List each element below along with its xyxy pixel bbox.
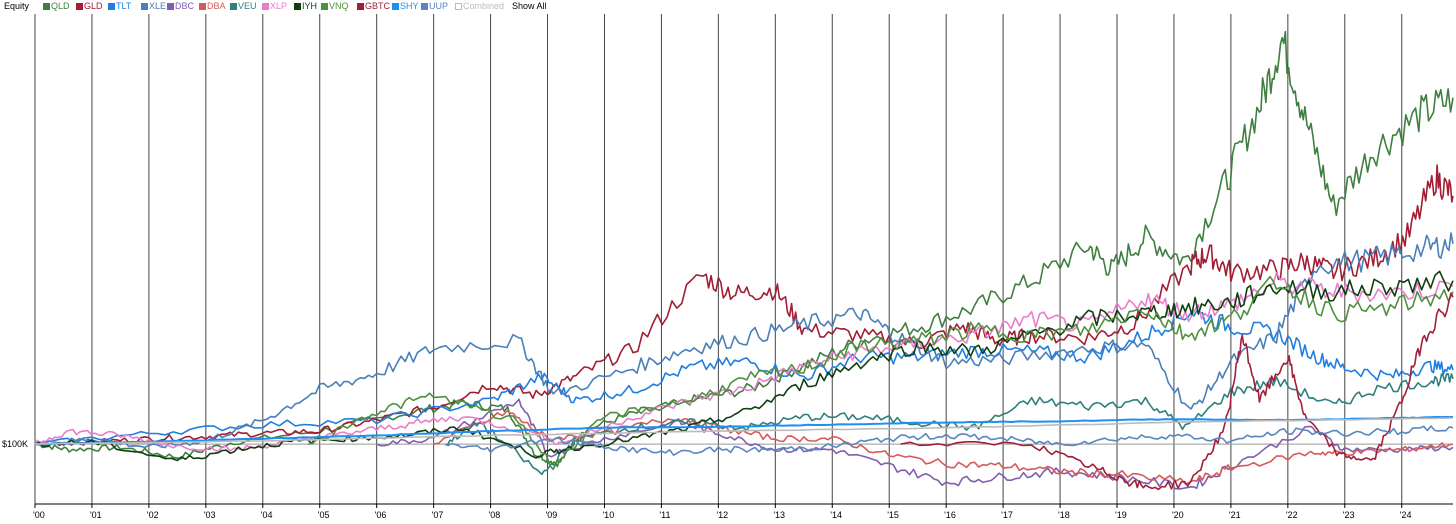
series-line-gbtc — [900, 292, 1454, 491]
x-tick-label: '16 — [944, 510, 956, 520]
show-all-button[interactable]: Show All — [512, 1, 547, 11]
series-lines — [34, 30, 1454, 491]
legend-item-xlp[interactable]: XLP — [262, 0, 287, 12]
x-tick-label: '07 — [432, 510, 444, 520]
x-tick-label: '12 — [716, 510, 728, 520]
legend-swatch — [321, 3, 328, 10]
x-tick-label: '01 — [90, 510, 102, 520]
legend-swatch — [230, 3, 237, 10]
legend-item-tlt[interactable]: TLT — [108, 0, 131, 12]
x-tick-label: '24 — [1400, 510, 1412, 520]
series-line-qld — [34, 30, 1454, 468]
legend-label: DBA — [207, 1, 226, 11]
legend-item-iyh[interactable]: IYH — [294, 0, 317, 12]
x-tick-label: '06 — [375, 510, 387, 520]
vertical-gridlines — [34, 14, 1403, 504]
x-tick-label: '22 — [1286, 510, 1298, 520]
series-line-uup — [444, 425, 1454, 456]
series-line-vnq — [308, 275, 1454, 471]
legend-swatch — [141, 3, 148, 10]
legend-label: Combined — [463, 1, 505, 11]
x-tick-label: '04 — [261, 510, 273, 520]
series-line-dbc — [376, 398, 1454, 490]
legend-label: UUP — [429, 1, 449, 11]
legend-item-combined[interactable]: Combined — [455, 0, 504, 12]
legend-item-xle[interactable]: XLE — [141, 0, 166, 12]
x-tick-label: '15 — [887, 510, 899, 520]
legend-item-qld[interactable]: QLD — [43, 0, 70, 12]
legend-label: IYH — [302, 1, 318, 11]
series-line-xle — [34, 232, 1454, 449]
y-baseline-label: $100K — [2, 439, 28, 449]
legend-item-vnq[interactable]: VNQ — [321, 0, 349, 12]
x-axis-ticks: '00 '01 '02 '03 '04 '05 '06 '07 '08 '09 '10 '11 '12 '… — [33, 504, 1411, 520]
legend-item-gld[interactable]: GLD — [76, 0, 103, 12]
legend-label: GBTC — [365, 1, 391, 11]
legend-swatch — [43, 3, 50, 10]
x-tick-label: '23 — [1343, 510, 1355, 520]
legend-label: QLD — [51, 1, 70, 11]
legend-label: SHY — [400, 1, 419, 11]
x-tick-label: '11 — [659, 510, 670, 520]
legend-item-uup[interactable]: UUP — [421, 0, 448, 12]
x-tick-label: '00 — [33, 510, 45, 520]
x-tick-label: '19 — [1115, 510, 1127, 520]
x-tick-label: '08 — [489, 510, 501, 520]
x-tick-label: '21 — [1229, 510, 1241, 520]
legend-label: XLP — [270, 1, 288, 11]
legend-item-dba[interactable]: DBA — [199, 0, 226, 12]
legend-label: XLE — [149, 1, 167, 11]
legend-item-veu[interactable]: VEU — [230, 0, 257, 12]
x-tick-label: '13 — [773, 510, 785, 520]
legend: Equity QLD GLD TLT XLE DBC DBA VEU XLP IYH VNQ GBT… — [0, 0, 1456, 12]
legend-swatch — [199, 3, 206, 10]
x-tick-label: '10 — [602, 510, 614, 520]
legend-swatch — [357, 3, 364, 10]
x-tick-label: '14 — [830, 510, 842, 520]
legend-label: GLD — [84, 1, 103, 11]
legend-item-shy[interactable]: SHY — [392, 0, 419, 12]
legend-swatch — [392, 3, 399, 10]
legend-label: DBC — [175, 1, 195, 11]
x-tick-label: '02 — [147, 510, 159, 520]
x-tick-label: '03 — [204, 510, 216, 520]
legend-swatch — [294, 3, 301, 10]
x-tick-label: '17 — [1001, 510, 1013, 520]
series-line-combined — [34, 417, 1454, 445]
x-tick-label: '09 — [546, 510, 558, 520]
legend-swatch — [108, 3, 115, 10]
series-line-gld — [34, 164, 1454, 447]
series-line-veu — [444, 372, 1454, 476]
legend-swatch — [76, 3, 83, 10]
legend-label: TLT — [116, 1, 132, 11]
series-line-tlt — [34, 310, 1454, 445]
legend-title: Equity — [4, 1, 30, 11]
x-tick-label: '18 — [1058, 510, 1070, 520]
series-line-dba — [433, 409, 1454, 486]
legend-swatch — [421, 3, 428, 10]
x-tick-label: '20 — [1172, 510, 1184, 520]
legend-swatch — [262, 3, 269, 10]
legend-label: VNQ — [329, 1, 349, 11]
legend-label: VEU — [238, 1, 257, 11]
legend-swatch — [167, 3, 174, 10]
legend-item-gbtc[interactable]: GBTC — [357, 0, 390, 12]
legend-swatch — [455, 3, 462, 10]
x-tick-label: '05 — [318, 510, 330, 520]
legend-item-dbc[interactable]: DBC — [167, 0, 194, 12]
